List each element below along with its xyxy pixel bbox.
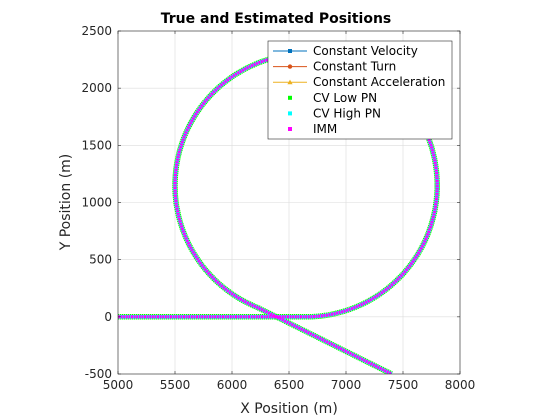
legend-label-cv-high-pn: CV High PN — [313, 106, 381, 120]
y-tick-label-5: 2000 — [81, 81, 112, 95]
legend-label-constant-acceleration: Constant Acceleration — [313, 75, 445, 89]
x-tick-label-2: 6000 — [217, 378, 248, 392]
x-tick-label-4: 7000 — [331, 378, 362, 392]
x-tick-label-1: 5500 — [160, 378, 191, 392]
y-tick-label-1: 0 — [104, 310, 112, 324]
legend-marker-constant-velocity — [288, 49, 292, 53]
x-tick-label-3: 6500 — [274, 378, 305, 392]
legend-marker-imm — [288, 127, 292, 131]
legend-marker-cv-low-pn — [288, 95, 292, 100]
y-tick-label-4: 1500 — [81, 138, 112, 152]
y-tick-label-6: 2500 — [81, 24, 112, 38]
legend-label-cv-low-pn: CV Low PN — [313, 91, 377, 105]
legend-label-imm: IMM — [313, 122, 337, 136]
legend-marker-constant-acceleration — [287, 79, 293, 85]
legend-box — [267, 40, 453, 140]
x-tick-label-5: 7500 — [388, 378, 419, 392]
legend-marker-constant-turn — [287, 64, 293, 69]
x-tick-label-6: 8000 — [445, 378, 476, 392]
y-tick-label-0: -500 — [85, 367, 112, 381]
legend-label-constant-turn: Constant Turn — [313, 60, 396, 74]
legend-marker-cv-high-pn — [288, 111, 292, 116]
chart-title: True and Estimated Positions — [161, 11, 392, 27]
y-axis-label: Y Position (m) — [58, 154, 74, 252]
legend-label-constant-velocity: Constant Velocity — [313, 44, 418, 58]
x-axis-label: X Position (m) — [240, 401, 338, 417]
x-tick-label-0: 5000 — [103, 378, 134, 392]
y-tick-label-2: 500 — [89, 253, 112, 267]
y-tick-label-3: 1000 — [81, 196, 112, 210]
axis-ticks: 5000 5500 6000 6500 7000 7500 8000 -500 0 500 1000… — [81, 24, 475, 392]
